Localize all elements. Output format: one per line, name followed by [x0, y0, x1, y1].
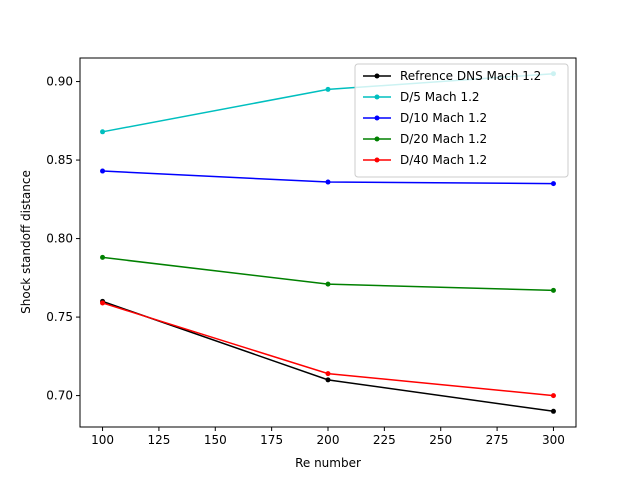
x-tick-label: 250	[429, 433, 452, 447]
y-tick-label: 0.85	[46, 153, 73, 167]
legend-label: D/20 Mach 1.2	[400, 132, 487, 146]
y-axis-label: Shock standoff distance	[19, 170, 33, 314]
x-tick-label: 175	[260, 433, 283, 447]
legend: Refrence DNS Mach 1.2 D/5 Mach 1.2 D/10 Ma…	[354, 63, 569, 178]
legend-label: Refrence DNS Mach 1.2	[400, 69, 541, 83]
y-tick-label: 0.80	[46, 232, 73, 246]
x-tick-label: 125	[147, 433, 170, 447]
data-point	[325, 86, 331, 92]
data-point	[325, 371, 331, 377]
legend-marker	[374, 115, 380, 121]
x-axis-label: Re number	[295, 456, 361, 470]
data-point	[550, 408, 556, 414]
legend-label: D/10 Mach 1.2	[400, 111, 487, 125]
legend-label: D/40 Mach 1.2	[400, 153, 487, 167]
legend-marker	[374, 136, 380, 142]
legend-marker	[374, 73, 380, 79]
legend-marker	[374, 94, 380, 100]
data-point	[325, 281, 331, 287]
legend-label: D/5 Mach 1.2	[400, 90, 480, 104]
data-point	[100, 300, 106, 306]
x-tick-label: 275	[486, 433, 509, 447]
data-point	[550, 181, 556, 187]
data-point	[325, 179, 331, 185]
x-tick-label: 225	[373, 433, 396, 447]
x-tick-label: 300	[542, 433, 565, 447]
data-point	[550, 393, 556, 399]
x-axis: 100 125 150 175 200 225 250 275 300	[91, 427, 565, 447]
x-tick-label: 150	[204, 433, 227, 447]
x-tick-label: 200	[317, 433, 340, 447]
y-tick-label: 0.75	[46, 310, 73, 324]
y-axis: 0.70 0.75 0.80 0.85 0.90	[46, 75, 80, 403]
x-tick-label: 100	[91, 433, 114, 447]
data-point	[550, 287, 556, 293]
legend-box	[354, 63, 569, 178]
data-point	[100, 129, 106, 135]
data-point	[325, 377, 331, 383]
data-point	[100, 254, 106, 260]
y-tick-label: 0.90	[46, 75, 73, 89]
legend-marker	[374, 157, 380, 163]
data-point	[100, 168, 106, 174]
y-tick-label: 0.70	[46, 389, 73, 403]
